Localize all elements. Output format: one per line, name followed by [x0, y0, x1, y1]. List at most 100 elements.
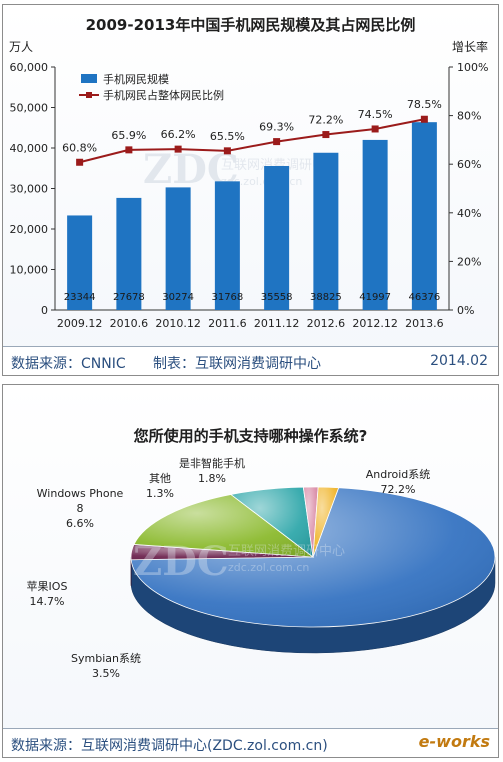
right-tick-label: 0% [457, 304, 474, 317]
line-marker [174, 145, 182, 153]
slice-labels: Android系统 72.2% Symbian系统 3.5% 苹果IOS 14.7% Win… [27, 456, 431, 680]
bar [116, 197, 142, 310]
pie-title: 您所使用的手机支持哪种操作系统? [133, 427, 368, 445]
line-value-label: 65.5% [210, 130, 245, 143]
slice-label: 其他 [149, 472, 171, 485]
legend-bar-label: 手机网民规模 [103, 72, 169, 86]
left-tick-label: 20,000 [10, 223, 49, 236]
footer-source: 数据来源：互联网消费调研中心(ZDC.zol.com.cn) [11, 738, 328, 754]
footer-source: 数据来源：CNNIC [11, 356, 126, 372]
category-tick-label: 2011.6 [208, 317, 247, 330]
chart-footer: 数据来源：CNNIC 制表：互联网消费调研中心 2014.02 [3, 346, 498, 375]
slice-label: 14.7% [30, 595, 65, 608]
line-marker [322, 131, 330, 139]
slice-label: Android系统 [366, 468, 431, 481]
right-axis-unit: 增长率 [452, 39, 488, 54]
slice-label: Windows Phone [37, 487, 124, 500]
line-value-label: 66.2% [161, 128, 196, 141]
legend: 手机网民规模 手机网民占整体网民比例 [79, 72, 224, 102]
legend-line-label: 手机网民占整体网民比例 [103, 88, 224, 102]
bar [165, 187, 191, 310]
pie-slice-highlight [131, 544, 313, 560]
watermark-logo: ZDC [133, 538, 229, 585]
bar [313, 152, 339, 310]
bar-value-label: 23344 [64, 292, 96, 303]
category-tick-label: 2009.12 [57, 317, 103, 330]
right-tick-label: 20% [457, 255, 481, 268]
axes: 0 10,000 20,000 30,000 40,000 50,000 60,000 0% 2… [10, 61, 489, 330]
line-value-label: 72.2% [308, 114, 343, 127]
bar-value-label: 41997 [359, 292, 391, 303]
chart-title: 2009-2013年中国手机网民规模及其占网民比例 [85, 16, 416, 34]
bar [214, 181, 240, 310]
bar-value-label: 46376 [408, 292, 440, 303]
slice-label: 72.2% [381, 483, 416, 496]
line-series: 60.8% 65.9% 66.2% 65.5% 69.3% 72.2% 74.5% 78.5% [62, 98, 442, 166]
bar [264, 165, 290, 310]
right-tick-label: 60% [457, 158, 481, 171]
line-value-label: 65.9% [111, 129, 146, 142]
category-tick-label: 2011.12 [254, 317, 300, 330]
line-marker [420, 115, 428, 123]
line-value-label: 78.5% [407, 98, 442, 111]
left-tick-label: 50,000 [10, 102, 49, 115]
slice-label: 苹果IOS [27, 579, 68, 593]
footer-maker: 制表：互联网消费调研中心 [153, 356, 321, 372]
slice-label: 1.8% [198, 472, 226, 485]
pie-slices [130, 486, 496, 628]
watermark: ZDC 互联网消费调研中心 zdc.zol.com.cn [143, 146, 338, 193]
watermark: ZDC 互联网消费调研中心 zdc.zol.com.cn [133, 538, 345, 585]
watermark-text-cn: 互联网消费调研中心 [221, 158, 338, 173]
bar-value-label: 35558 [261, 292, 293, 303]
pie-slice-highlight [303, 487, 319, 557]
line-value-label: 74.5% [358, 108, 393, 121]
bar-value-label: 31768 [211, 292, 243, 303]
category-tick-label: 2012.6 [307, 317, 346, 330]
bar [411, 122, 437, 310]
bar-series: 23344 27678 30274 31768 35558 38825 41997 46376 [64, 122, 440, 310]
right-tick-label: 40% [457, 207, 481, 220]
line-value-label: 69.3% [259, 121, 294, 134]
os-share-chart-panel: 您所使用的手机支持哪种操作系统? ZDC 互联网消费调研中心 zdc.zol.c… [2, 384, 499, 758]
footer-date: 2014.02 [430, 353, 488, 369]
slice-label: Symbian系统 [71, 652, 141, 665]
category-tick-label: 2010.12 [155, 317, 201, 330]
bar-value-label: 38825 [310, 292, 342, 303]
slice-label: 1.3% [146, 487, 174, 500]
watermark-text-url: zdc.zol.com.cn [228, 561, 309, 574]
pie-slice-highlight [313, 487, 339, 557]
bar-line-chart: ZDC 互联网消费调研中心 zdc.zol.com.cn 万人 增长率 0 10,… [9, 39, 489, 330]
watermark-text-cn: 互联网消费调研中心 [228, 544, 345, 559]
line-marker [125, 146, 133, 154]
bar-value-label: 27678 [113, 292, 145, 303]
user-growth-chart-panel: 2009-2013年中国手机网民规模及其占网民比例 ZDC 互联网消费调研中心 … [2, 4, 499, 376]
slice-label: 6.6% [66, 517, 94, 530]
line-marker [273, 138, 281, 146]
left-tick-label: 0 [41, 304, 48, 317]
line-path [79, 118, 425, 164]
bar-value-label: 30274 [162, 292, 194, 303]
pie-chart: ZDC 互联网消费调研中心 zdc.zol.com.cn Android系统 72… [27, 456, 496, 680]
left-axis-unit: 万人 [9, 40, 33, 54]
category-tick-label: 2010.6 [110, 317, 149, 330]
legend-line-marker [86, 92, 92, 98]
left-tick-label: 40,000 [10, 142, 49, 155]
slice-label: 8 [77, 502, 84, 515]
slice-label: 3.5% [92, 667, 120, 680]
line-marker [371, 125, 379, 133]
brand-logo: e-works [418, 732, 490, 751]
bar [67, 215, 93, 310]
pie-slice-highlight [133, 494, 313, 557]
pie-slice-highlight [230, 487, 313, 557]
category-tick-label: 2012.12 [352, 317, 398, 330]
slice-label: 是非智能手机 [179, 456, 245, 470]
left-tick-label: 30,000 [10, 183, 49, 196]
line-marker [223, 147, 231, 155]
legend-bar-swatch [81, 74, 97, 83]
category-tick-label: 2013.6 [405, 317, 444, 330]
right-tick-label: 100% [457, 61, 488, 74]
line-marker [76, 158, 84, 166]
line-value-label: 60.8% [62, 141, 97, 154]
left-tick-label: 10,000 [10, 264, 49, 277]
pie-footer: 数据来源：互联网消费调研中心(ZDC.zol.com.cn) e-works [3, 728, 498, 757]
